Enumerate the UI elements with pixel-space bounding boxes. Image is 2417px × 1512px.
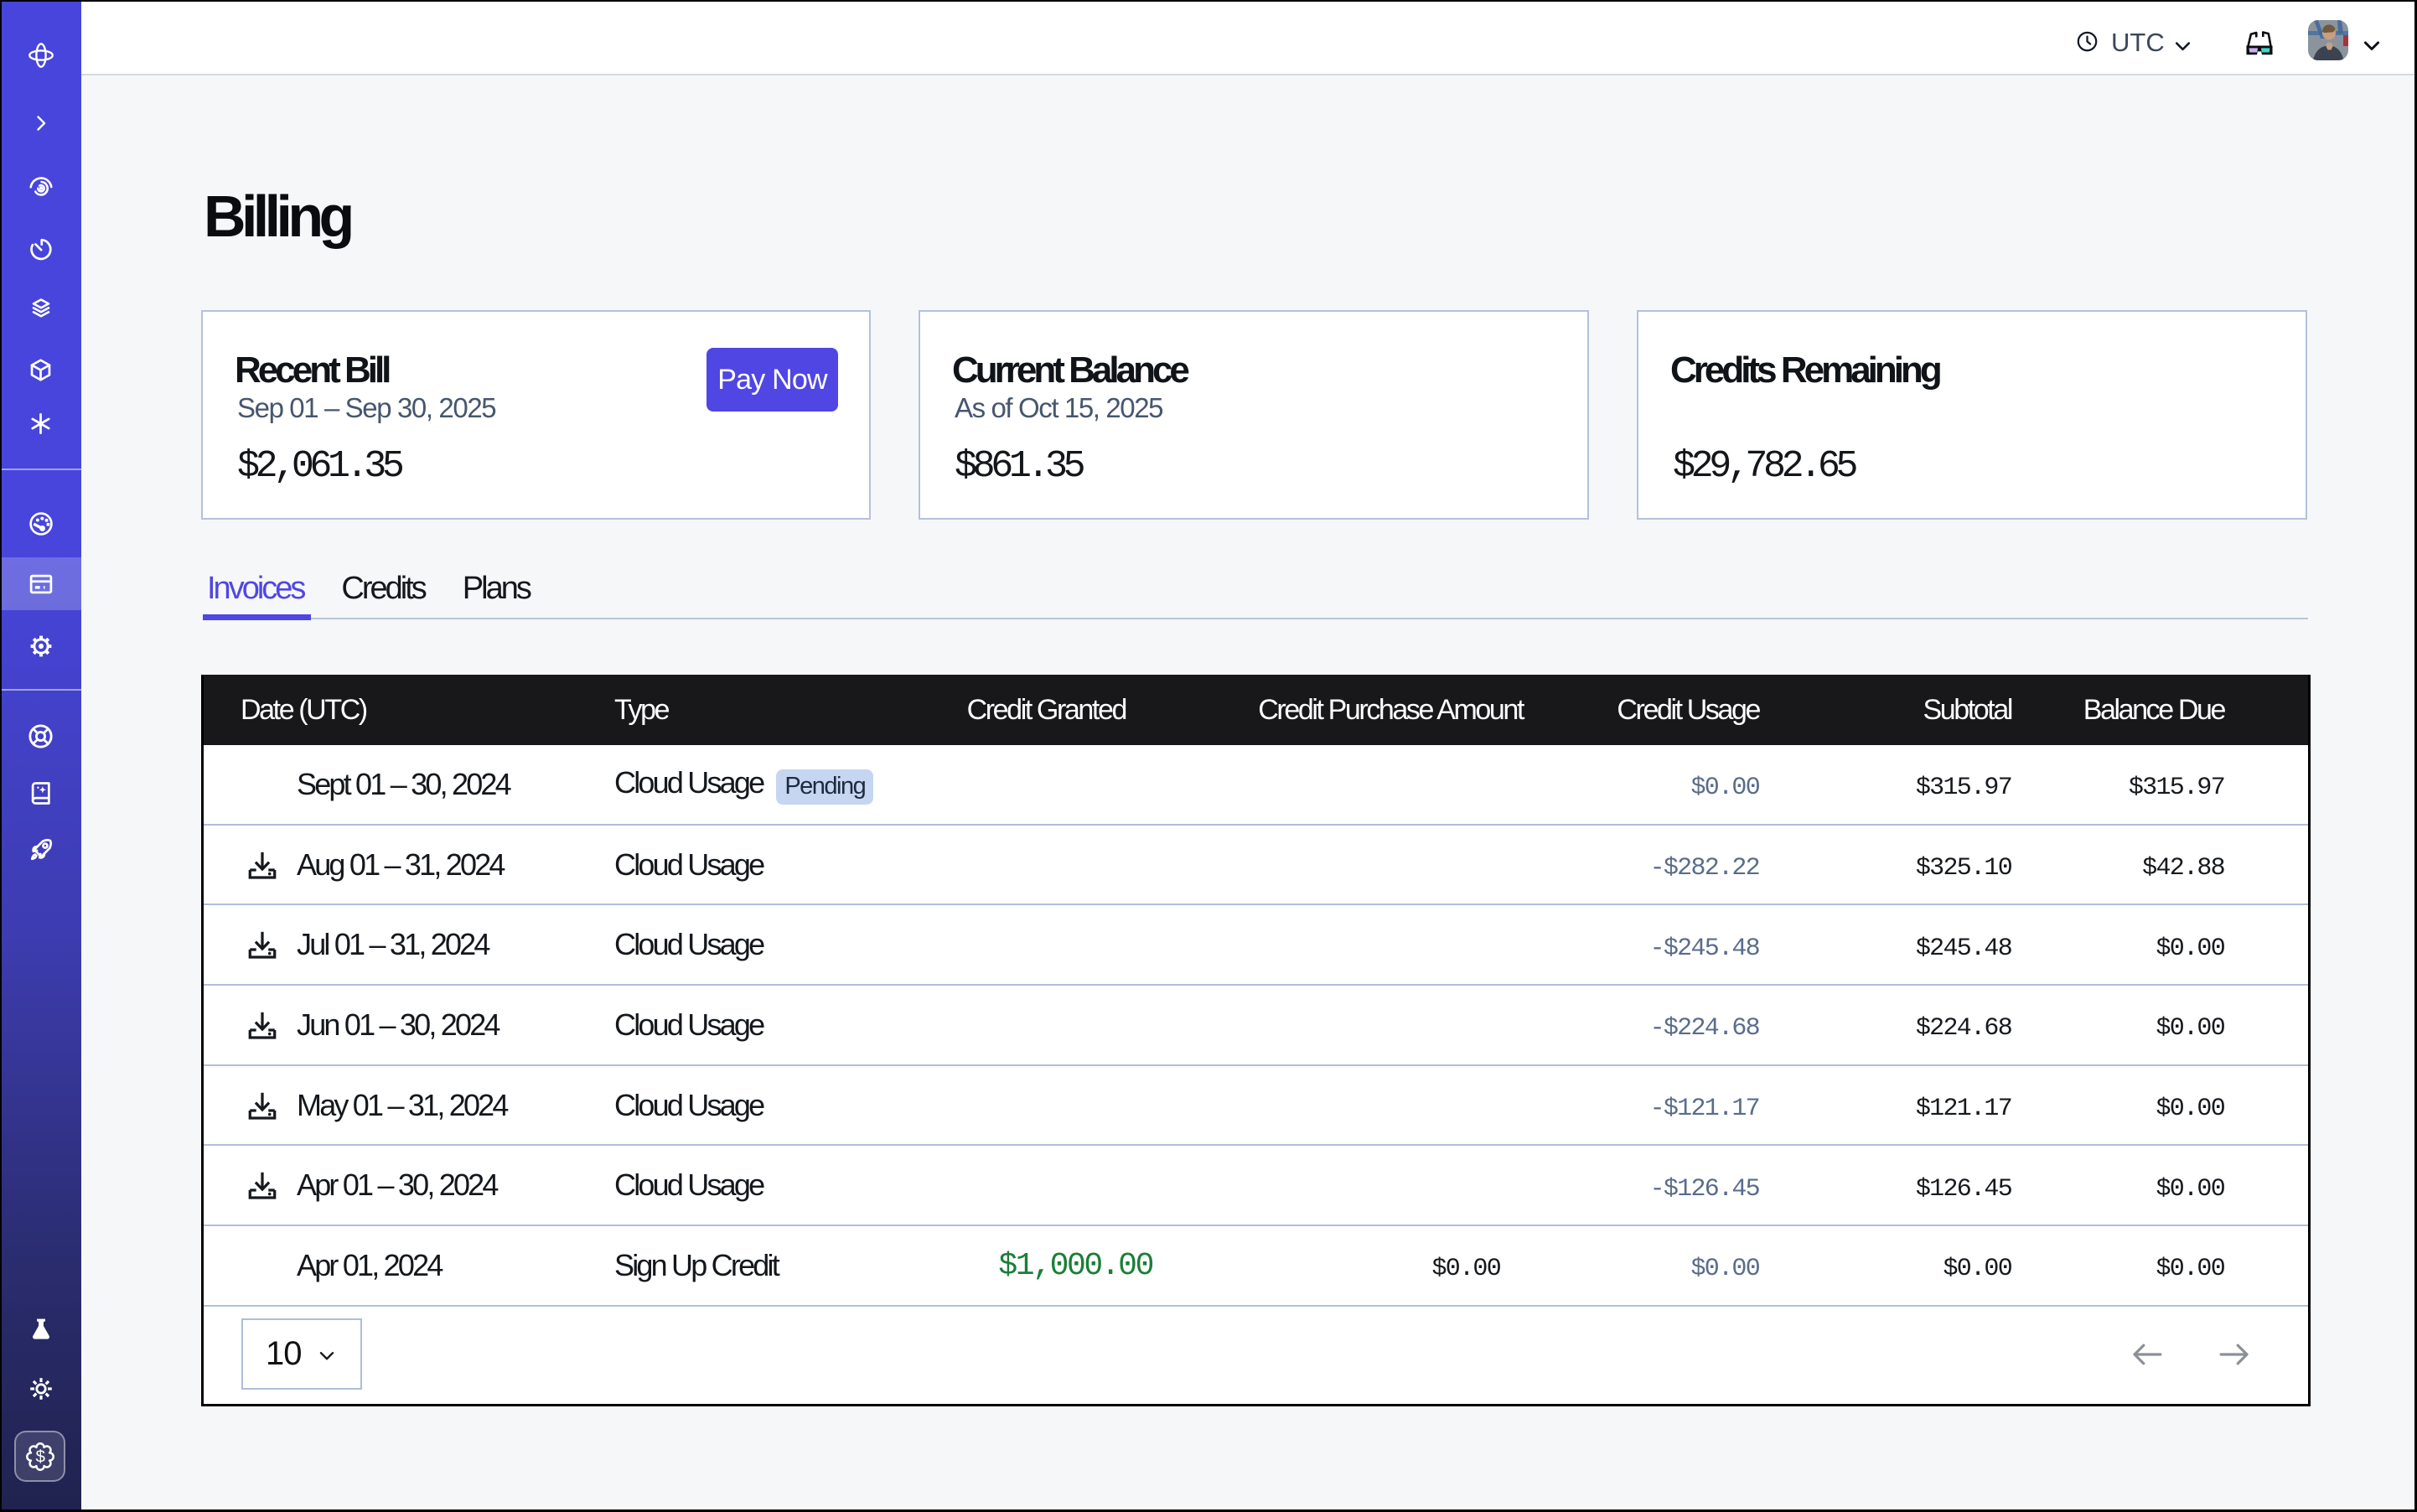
svg-text:$: $: [35, 1447, 45, 1466]
